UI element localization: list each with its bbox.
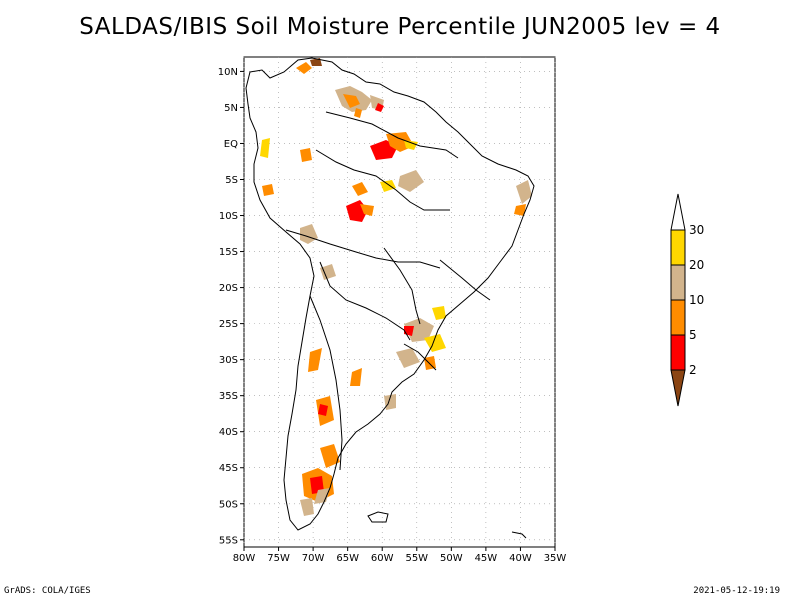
- lon-tick-label: 75W: [267, 553, 290, 564]
- map-frame: [243, 56, 556, 548]
- lat-tick-label: 45S: [219, 463, 238, 474]
- shade-patch: [360, 204, 374, 216]
- shade-patch: [314, 488, 330, 504]
- colorbar: 2 5 10 20 30: [670, 193, 704, 407]
- colorbar-segment: [670, 229, 686, 266]
- colorbar-segment: [670, 334, 686, 371]
- country-border: [325, 111, 459, 159]
- shade-patch: [260, 138, 270, 158]
- shade-patch: [375, 103, 384, 112]
- lon-tick-label: 50W: [440, 553, 463, 564]
- shade-patch: [404, 318, 434, 342]
- colorbar-segment: [670, 299, 686, 336]
- shade-patch: [310, 58, 322, 66]
- colorbar-segment: [670, 369, 686, 407]
- latitude-ticks: 10N 5N EQ 5S 10S 15S 20S 25S 30S 35S 40S 45S 50S 55S: [218, 67, 244, 546]
- coastlines: [245, 57, 535, 539]
- lat-tick-label: 30S: [219, 355, 238, 366]
- country-border: [439, 259, 491, 301]
- lon-tick-label: 65W: [336, 553, 359, 564]
- lon-tick-label: 60W: [371, 553, 394, 564]
- shade-patch: [320, 264, 336, 280]
- lat-tick-label: 35S: [219, 391, 238, 402]
- shade-patch: [514, 204, 526, 216]
- soil-moisture-shading: [260, 58, 532, 516]
- longitude-ticks: 80W 75W 70W 65W 60W 55W 50W 45W 40W 35W: [233, 547, 567, 564]
- lat-tick-label: EQ: [224, 139, 238, 150]
- lon-tick-label: 80W: [233, 553, 256, 564]
- shade-patch: [300, 498, 314, 516]
- shade-patch: [300, 148, 312, 162]
- continent-outline: [245, 57, 535, 531]
- shade-patch: [343, 94, 360, 108]
- gridlines: [243, 57, 556, 547]
- country-border: [383, 247, 421, 325]
- lon-tick-label: 35W: [544, 553, 567, 564]
- shade-patch: [262, 184, 274, 196]
- colorbar-label: 2: [689, 363, 697, 377]
- colorbar-segment: [670, 264, 686, 301]
- colorbar-label: 30: [689, 223, 704, 237]
- shade-patch: [354, 108, 362, 118]
- colorbar-label: 10: [689, 293, 704, 307]
- shade-patch: [380, 180, 396, 192]
- shade-patch: [350, 368, 362, 386]
- shade-patch: [300, 224, 318, 244]
- shade-patch: [320, 444, 340, 468]
- shade-patch: [398, 170, 424, 192]
- shade-patch: [404, 140, 418, 150]
- island: [367, 511, 389, 523]
- country-border: [285, 229, 441, 269]
- country-border: [315, 149, 450, 211]
- shade-patch: [516, 180, 532, 204]
- colorbar-label: 20: [689, 258, 704, 272]
- lat-tick-label: 50S: [219, 499, 238, 510]
- lon-tick-label: 55W: [405, 553, 428, 564]
- shade-patch: [396, 348, 420, 368]
- lat-tick-label: 40S: [219, 427, 238, 438]
- island: [511, 531, 527, 539]
- lon-tick-label: 40W: [509, 553, 532, 564]
- lat-tick-label: 25S: [219, 319, 238, 330]
- shade-patch: [352, 182, 368, 196]
- lat-tick-label: 5S: [225, 175, 238, 186]
- country-border: [319, 261, 411, 341]
- lat-tick-label: 15S: [219, 247, 238, 258]
- shade-patch: [318, 404, 328, 416]
- shade-patch: [424, 334, 446, 352]
- colorbar-label: 5: [689, 328, 697, 342]
- country-border: [309, 295, 343, 471]
- lat-tick-label: 20S: [219, 283, 238, 294]
- shade-patch: [296, 62, 312, 74]
- shade-patch: [432, 306, 446, 320]
- shade-patch: [308, 348, 322, 372]
- lon-tick-label: 45W: [475, 553, 498, 564]
- country-border: [403, 343, 437, 371]
- map-title: SALDAS/IBIS Soil Moisture Percentile JUN…: [79, 14, 721, 40]
- lat-tick-label: 55S: [219, 535, 238, 546]
- lon-tick-label: 70W: [302, 553, 325, 564]
- footer-credit: GrADS: COLA/IGES: [4, 586, 91, 596]
- footer-timestamp: 2021-05-12-19:19: [693, 586, 780, 596]
- lat-tick-label: 10S: [219, 211, 238, 222]
- shade-patch: [384, 394, 396, 410]
- colorbar-segment: [670, 193, 686, 231]
- lat-tick-label: 10N: [218, 67, 238, 78]
- shade-patch: [310, 476, 324, 494]
- lat-tick-label: 5N: [224, 103, 238, 114]
